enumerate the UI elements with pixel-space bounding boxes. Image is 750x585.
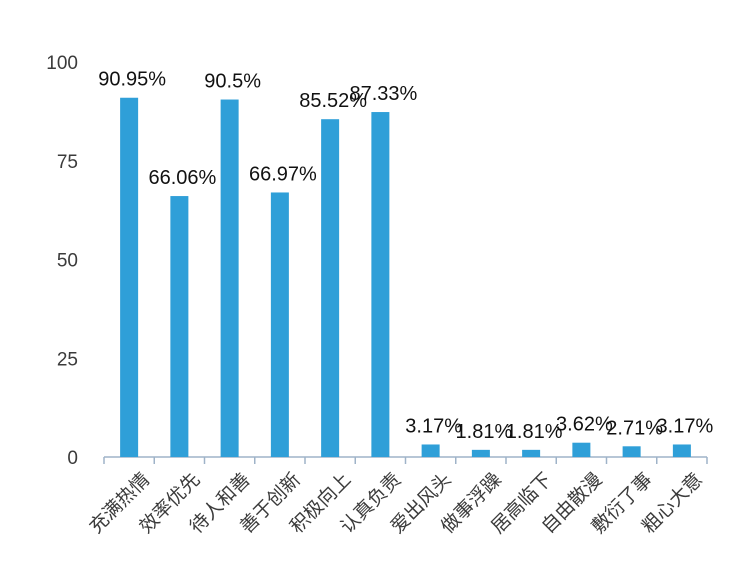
data-label: 3.17%: [405, 415, 462, 437]
bar: [572, 442, 591, 457]
data-label: 1.81%: [506, 421, 563, 443]
bar: [672, 444, 691, 457]
y-tick-label: 50: [57, 251, 78, 272]
y-tick-label: 0: [67, 448, 78, 469]
bar: [371, 112, 390, 457]
data-label: 3.62%: [556, 414, 613, 436]
data-label: 90.95%: [98, 69, 166, 91]
data-label: 85.52%: [299, 90, 367, 112]
data-label: 66.06%: [148, 167, 216, 189]
bar: [220, 99, 239, 458]
data-label: 1.81%: [456, 421, 513, 443]
data-label: 87.33%: [349, 83, 417, 105]
y-tick-label: 25: [57, 349, 78, 370]
bar: [170, 196, 189, 458]
bar: [321, 119, 340, 458]
bar: [120, 97, 139, 457]
y-tick-label: 75: [57, 152, 78, 173]
data-label: 66.97%: [249, 163, 317, 185]
bar: [421, 444, 440, 457]
bar: [622, 446, 641, 457]
bar: [522, 449, 541, 457]
bar: [471, 449, 490, 457]
y-tick-label: 100: [46, 53, 78, 74]
data-label: 3.17%: [657, 415, 714, 437]
data-label: 90.5%: [204, 71, 261, 93]
bar: [270, 192, 289, 457]
data-label: 2.71%: [606, 417, 663, 439]
